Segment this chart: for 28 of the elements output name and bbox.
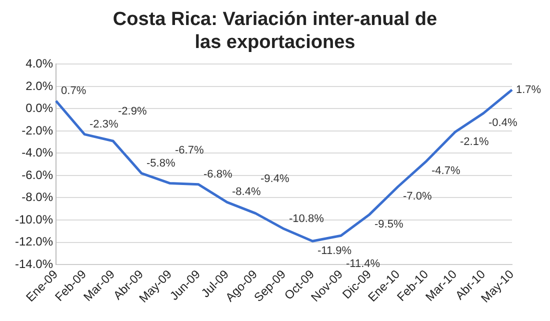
y-tick-label: -6.0% — [22, 168, 54, 182]
data-label: -11.4% — [346, 258, 380, 270]
y-tick-label: -2.0% — [22, 123, 54, 138]
data-label: -9.5% — [374, 218, 404, 230]
data-label: -6.7% — [175, 144, 204, 156]
y-tick-label: -8.0% — [22, 190, 54, 204]
data-label: -2.3% — [90, 118, 118, 130]
data-label: -8.4% — [232, 186, 261, 198]
data-label: -10.8% — [289, 212, 324, 225]
chart-title: Costa Rica: Variación inter-anual de las exportaciones — [112, 8, 438, 54]
data-label: -7.0% — [403, 190, 432, 203]
y-tick-label: -12.0% — [14, 234, 54, 249]
data-label: -2.1% — [460, 136, 489, 148]
data-label: 1.7% — [516, 84, 542, 96]
data-label: -6.8% — [204, 168, 232, 180]
y-tick-label: 0.0% — [26, 101, 54, 116]
y-tick-label: -10.0% — [14, 212, 54, 226]
data-label: -11.9% — [318, 245, 352, 258]
y-tick-label: 2.0% — [26, 78, 54, 93]
data-label: -9.4% — [260, 173, 290, 186]
data-label: -4.7% — [432, 165, 460, 178]
y-tick-label: 4.0% — [26, 56, 54, 71]
data-label: -0.4% — [488, 117, 518, 130]
y-tick-label: -4.0% — [22, 146, 54, 160]
y-tick-label: -14.0% — [14, 256, 54, 271]
data-label: 0.7% — [61, 84, 86, 97]
data-label: -2.9% — [118, 105, 147, 118]
data-label: -5.8% — [146, 157, 176, 170]
